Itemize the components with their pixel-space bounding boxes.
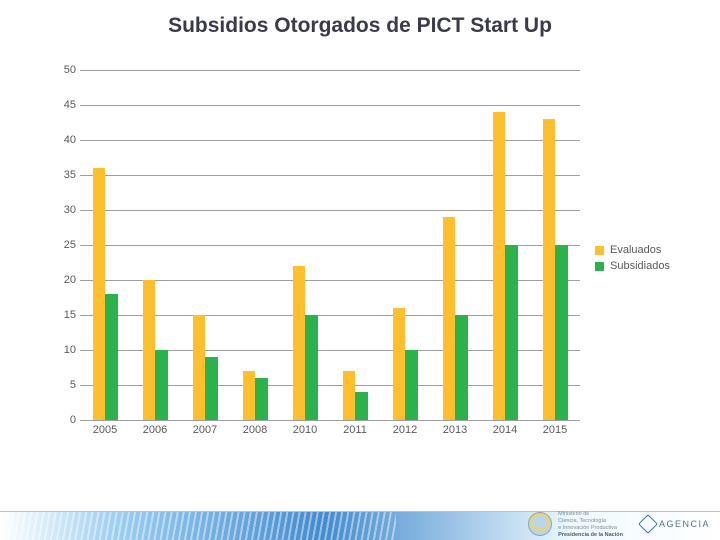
legend-swatch-icon (595, 246, 604, 255)
ministry-line: Ministerio de (558, 511, 623, 517)
x-axis-labels: 2005 2006 2007 2008 2010 2011 2012 2013 2014 2015 (80, 424, 580, 444)
bar-subsidiados (255, 378, 268, 420)
x-tick-label: 2005 (93, 424, 117, 436)
y-tick-label: 35 (64, 169, 76, 181)
footer-pattern (0, 512, 396, 540)
agencia-label: AGENCIA (659, 519, 710, 529)
y-tick-label: 25 (64, 239, 76, 251)
x-tick-label: 2007 (193, 424, 217, 436)
y-axis-labels: 05101520253035404550 (40, 70, 80, 420)
y-tick-label: 15 (64, 309, 76, 321)
footer-brand: Ministerio de Ciencia, Tecnología e Inno… (528, 511, 710, 538)
national-seal-icon (528, 512, 552, 536)
legend-label: Evaluados (610, 244, 661, 256)
bar-subsidiados (305, 315, 318, 420)
bar-evaluados (193, 315, 206, 420)
ministry-line: e Innovación Productiva (558, 525, 623, 531)
y-tick-label: 20 (64, 274, 76, 286)
bar-evaluados (143, 280, 156, 420)
bar-subsidiados (505, 245, 518, 420)
legend-swatch-icon (595, 262, 604, 271)
plot-area (80, 70, 580, 420)
bar-subsidiados (405, 350, 418, 420)
x-tick-label: 2015 (543, 424, 567, 436)
legend-label: Subsidiados (610, 260, 670, 272)
bar-subsidiados (105, 294, 118, 420)
bar-evaluados (543, 119, 556, 420)
legend: Evaluados Subsidiados (595, 240, 695, 276)
x-tick-label: 2006 (143, 424, 167, 436)
bar-subsidiados (455, 315, 468, 420)
x-tick-label: 2011 (343, 424, 367, 436)
bar-subsidiados (555, 245, 568, 420)
y-tick-label: 0 (70, 414, 76, 426)
bars-layer (80, 70, 580, 420)
bar-subsidiados (355, 392, 368, 420)
x-tick-label: 2014 (493, 424, 517, 436)
bar-subsidiados (155, 350, 168, 420)
y-tick-label: 5 (70, 379, 76, 391)
legend-item: Evaluados (595, 244, 695, 256)
agencia-mark-icon (641, 517, 655, 531)
x-tick-label: 2008 (243, 424, 267, 436)
y-tick-label: 10 (64, 344, 76, 356)
y-tick-label: 40 (64, 134, 76, 146)
bar-evaluados (493, 112, 506, 420)
bar-evaluados (93, 168, 106, 420)
presidencia-text: Presidencia de la Nación (558, 532, 623, 538)
bar-subsidiados (205, 357, 218, 420)
footer: Ministerio de Ciencia, Tecnología e Inno… (0, 492, 720, 540)
y-tick-label: 50 (64, 64, 76, 76)
x-tick-label: 2010 (293, 424, 317, 436)
bar-evaluados (293, 266, 306, 420)
x-tick-label: 2012 (393, 424, 417, 436)
chart-title: Subsidios Otorgados de PICT Start Up (0, 14, 720, 38)
gridline (80, 420, 580, 421)
bar-evaluados (393, 308, 406, 420)
y-tick-label: 45 (64, 99, 76, 111)
ministry-line: Ciencia, Tecnología (558, 518, 623, 524)
bar-evaluados (343, 371, 356, 420)
legend-item: Subsidiados (595, 260, 695, 272)
bar-evaluados (243, 371, 256, 420)
bar-evaluados (443, 217, 456, 420)
y-tick-label: 30 (64, 204, 76, 216)
ministry-text: Ministerio de Ciencia, Tecnología e Inno… (558, 511, 623, 538)
x-tick-label: 2013 (443, 424, 467, 436)
agencia-logo: AGENCIA (641, 517, 710, 531)
chart-container: 05101520253035404550 2005200620072008201… (40, 70, 680, 460)
